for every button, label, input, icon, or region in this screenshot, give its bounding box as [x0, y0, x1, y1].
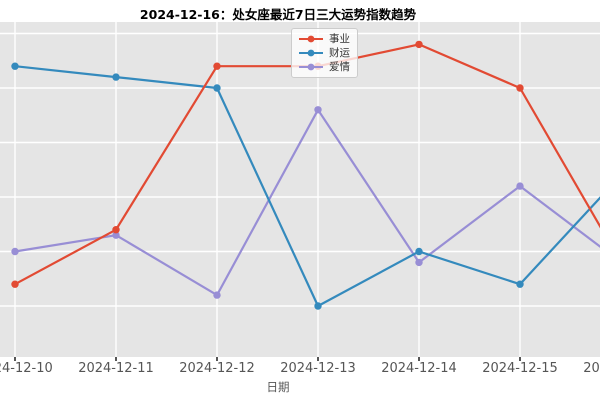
chart-title: 2024-12-16：处女座最近7日三大运势指数趋势 — [139, 7, 417, 22]
series-line-wealth — [14, 65, 600, 308]
x-tick-mark — [216, 357, 218, 361]
data-point-wealth — [415, 247, 423, 256]
series-love — [11, 106, 600, 299]
x-tick-label: 2024-12-10 — [0, 361, 53, 376]
data-point-love — [213, 291, 221, 299]
data-point-career — [112, 226, 120, 234]
x-tick-label: 2024-12-11 — [78, 361, 154, 376]
x-tick-label: 2024-12-13 — [280, 361, 356, 376]
data-point-wealth — [11, 62, 19, 70]
legend-marker-career-icon — [299, 35, 323, 43]
data-point-love — [415, 258, 423, 267]
chart-legend: 事业 财运 爱情 — [291, 28, 358, 78]
data-point-career — [516, 84, 524, 92]
data-point-wealth — [314, 302, 322, 310]
x-tick-label: 2024-12-16 — [583, 361, 600, 376]
data-point-career — [415, 40, 423, 49]
data-point-career — [11, 280, 19, 288]
series-line-love — [14, 108, 600, 297]
legend-item-wealth: 财运 — [298, 46, 350, 60]
x-tick-mark — [14, 357, 16, 361]
legend-label-love: 爱情 — [329, 61, 350, 73]
data-point-career — [213, 62, 221, 70]
data-point-love — [314, 106, 322, 114]
x-tick-label: 2024-12-12 — [179, 361, 255, 376]
legend-item-love: 爱情 — [298, 60, 350, 74]
data-point-love — [11, 247, 19, 256]
legend-marker-wealth-icon — [299, 49, 323, 57]
data-point-wealth — [112, 73, 120, 81]
x-tick-mark — [519, 357, 521, 361]
x-tick-mark — [115, 357, 117, 361]
legend-item-career: 事业 — [298, 32, 350, 46]
series-line-career — [14, 43, 600, 286]
x-tick-label: 2024-12-14 — [381, 361, 457, 376]
legend-label-career: 事业 — [329, 33, 350, 45]
series-wealth — [11, 62, 600, 310]
data-point-wealth — [213, 84, 221, 92]
legend-marker-love-icon — [299, 63, 323, 71]
x-tick-mark — [317, 357, 319, 361]
data-point-love — [516, 182, 524, 190]
data-point-wealth — [516, 280, 524, 288]
x-tick-mark — [418, 357, 420, 361]
x-tick-label: 2024-12-15 — [482, 361, 558, 376]
x-axis-title: 日期 — [266, 380, 290, 394]
data-point-love — [112, 231, 120, 239]
legend-label-wealth: 财运 — [329, 47, 350, 59]
